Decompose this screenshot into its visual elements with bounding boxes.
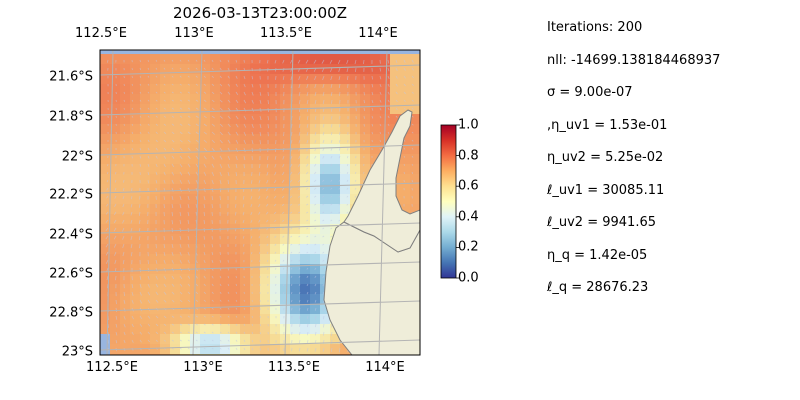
longitude-bottom-tick-label: 113°E [183,360,223,375]
stat-line: nll: -14699.138184468937 [547,52,721,68]
colorbar-tick-label: 0.0 [458,270,479,286]
colorbar-tick-label: 0.8 [458,148,479,164]
colorbar-tick-marks [456,124,460,279]
stat-line: η_q = 1.42e-05 [547,247,648,263]
stat-line: ℓ_uv1 = 30085.11 [547,182,665,198]
stat-line: ℓ_q = 28676.23 [547,280,649,295]
latitude-tick-label: 23°S [61,344,93,360]
latitude-tick-label: 22°S [61,149,93,165]
latitude-tick-label: 22.2°S [49,187,93,203]
stat-line: ,η_uv1 = 1.53e-01 [547,117,668,133]
longitude-top-tick-label: 113.5°E [260,26,312,41]
colorbar-tick-label: 0.6 [458,178,479,194]
map-title: 2026-03-13T23:00:00Z [173,4,347,22]
stat-line: ℓ_uv2 = 9941.65 [547,215,656,230]
colorbar-tick-label: 0.2 [458,239,479,255]
latitude-tick-label: 22.6°S [49,266,93,282]
colorbar [440,124,457,279]
latitude-tick-label: 22.8°S [49,305,93,321]
latitude-tick-label: 21.8°S [49,109,93,125]
longitude-bottom-tick-label: 112.5°E [86,360,138,375]
map-frame [99,49,421,356]
longitude-top-tick-label: 113°E [174,26,214,41]
stat-line: σ = 9.00e-07 [547,85,633,100]
stat-line: η_uv2 = 5.25e-02 [547,150,664,165]
longitude-bottom-tick-label: 114°E [365,360,405,375]
stat-line: Iterations: 200 [547,20,643,35]
colorbar-tick-label: 0.4 [458,209,479,225]
latitude-tick-label: 21.6°S [49,69,93,85]
longitude-top-tick-label: 114°E [358,26,398,41]
longitude-bottom-tick-label: 113.5°E [268,360,320,375]
longitude-top-tick-label: 112.5°E [75,26,127,41]
colorbar-tick-label: 1.0 [458,117,479,133]
latitude-tick-label: 22.4°S [49,227,93,243]
gridlines [100,50,420,355]
